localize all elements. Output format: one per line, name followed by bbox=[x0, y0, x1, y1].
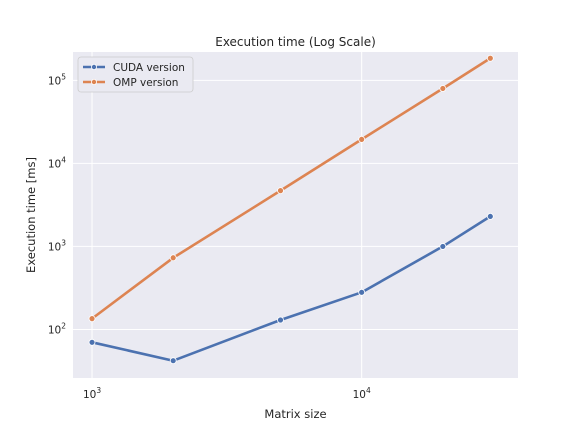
plot-background bbox=[73, 52, 518, 378]
y-tick-label: 102 bbox=[48, 321, 66, 336]
legend-label-cuda: CUDA version bbox=[113, 62, 185, 74]
data-point-omp bbox=[277, 187, 284, 195]
data-point-omp bbox=[358, 135, 366, 143]
series-line-omp bbox=[90, 56, 492, 320]
y-tick-label: 103 bbox=[48, 238, 66, 253]
legend-label-omp: OMP version bbox=[113, 77, 178, 89]
chart-title: Execution time (Log Scale) bbox=[215, 35, 376, 49]
legend-box bbox=[77, 56, 194, 93]
x-axis-label: Matrix size bbox=[264, 407, 326, 421]
series-line-cuda bbox=[90, 215, 492, 363]
data-point-cuda bbox=[277, 316, 284, 324]
data-point-cuda bbox=[169, 357, 177, 365]
data-point-omp bbox=[439, 85, 447, 92]
x-tick-label: 104 bbox=[353, 386, 371, 401]
data-point-cuda bbox=[88, 338, 96, 346]
legend-marker-cuda bbox=[91, 64, 98, 71]
x-tick-label: 103 bbox=[83, 386, 101, 401]
grid-layer bbox=[73, 52, 518, 378]
tick-layer: 103 104 102 103 104 105 bbox=[48, 72, 371, 401]
y-tick-label: 105 bbox=[48, 72, 66, 87]
data-point-cuda bbox=[358, 288, 366, 296]
legend: CUDA version OMP version bbox=[77, 56, 194, 93]
data-point-cuda bbox=[486, 213, 494, 220]
data-point-omp bbox=[169, 254, 177, 262]
data-point-omp bbox=[88, 315, 96, 323]
data-point-cuda bbox=[439, 243, 447, 250]
legend-marker-omp bbox=[91, 79, 98, 86]
series-layer bbox=[88, 54, 494, 365]
data-point-omp bbox=[486, 54, 494, 62]
y-axis-label: Execution time [ms] bbox=[24, 157, 38, 273]
y-tick-label: 104 bbox=[48, 155, 66, 170]
